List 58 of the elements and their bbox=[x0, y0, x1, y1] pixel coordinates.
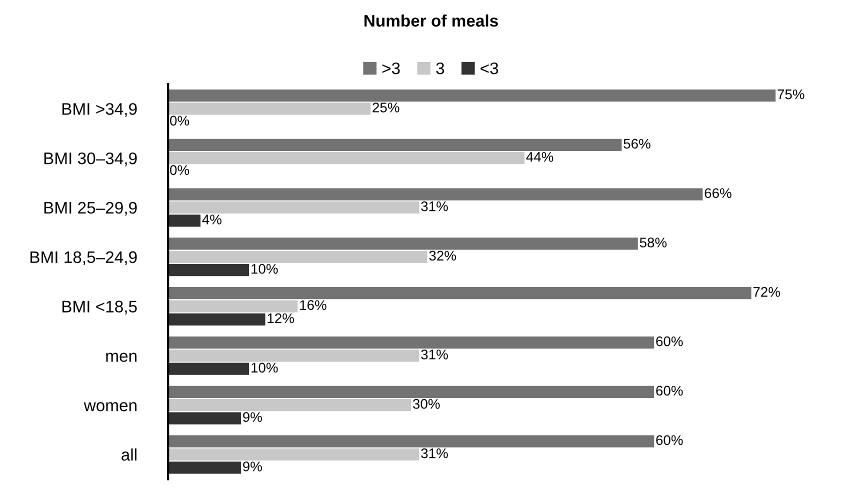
legend-label: >3 bbox=[382, 62, 400, 74]
data-label: 32% bbox=[429, 250, 456, 261]
bar bbox=[168, 350, 420, 362]
bar bbox=[168, 138, 622, 151]
data-label: 75% bbox=[778, 89, 804, 100]
chart-title: Number of meals bbox=[364, 14, 498, 27]
bar bbox=[168, 399, 412, 412]
data-label: 72% bbox=[753, 287, 780, 297]
legend-label: <3 bbox=[480, 62, 498, 74]
y-tick-label: BMI 30–34,9 bbox=[44, 152, 137, 166]
bar bbox=[168, 448, 420, 461]
bar bbox=[168, 152, 524, 164]
bar bbox=[168, 238, 638, 250]
data-label: 60% bbox=[656, 336, 683, 346]
bar bbox=[168, 250, 428, 263]
data-label: 16% bbox=[300, 300, 326, 310]
y-tick-label: women bbox=[84, 402, 136, 412]
data-label: 9% bbox=[243, 412, 262, 422]
bar bbox=[168, 188, 703, 200]
bar bbox=[168, 313, 266, 326]
y-tick-label: BMI >34,9 bbox=[62, 103, 137, 117]
data-label: 4% bbox=[202, 214, 222, 224]
data-label: 9% bbox=[243, 462, 262, 472]
data-label: 25% bbox=[372, 102, 400, 112]
data-label: 58% bbox=[640, 238, 667, 248]
data-label: 10% bbox=[252, 362, 278, 373]
bar bbox=[168, 214, 200, 227]
data-label: 31% bbox=[421, 201, 448, 212]
data-label: 66% bbox=[704, 188, 732, 198]
bar bbox=[168, 362, 250, 375]
y-tick-label: BMI <18,5 bbox=[62, 300, 137, 314]
bar bbox=[168, 462, 241, 474]
bar bbox=[168, 264, 250, 276]
data-label: 60% bbox=[656, 435, 683, 446]
bar bbox=[168, 102, 371, 115]
data-label: 10% bbox=[252, 264, 278, 274]
data-label: 56% bbox=[624, 138, 650, 149]
bar bbox=[168, 201, 420, 214]
bar bbox=[168, 412, 241, 424]
bar bbox=[168, 336, 654, 349]
data-label: 30% bbox=[413, 398, 440, 409]
data-label: 0% bbox=[170, 116, 190, 126]
y-tick-label: men bbox=[106, 352, 136, 362]
data-label: 44% bbox=[526, 152, 554, 162]
data-label: 12% bbox=[268, 313, 294, 324]
y-tick-label: all bbox=[122, 448, 136, 461]
bar bbox=[168, 435, 654, 448]
bar bbox=[168, 287, 752, 300]
y-tick-label: BMI 25–29,9 bbox=[44, 202, 137, 216]
data-label: 31% bbox=[421, 350, 448, 360]
y-tick-label: BMI 18,5–24,9 bbox=[30, 251, 137, 266]
bar bbox=[168, 300, 298, 312]
bar bbox=[168, 89, 776, 102]
data-label: 0% bbox=[170, 165, 190, 175]
data-label: 31% bbox=[421, 448, 448, 458]
data-label: 60% bbox=[656, 386, 683, 396]
legend-label: 3 bbox=[436, 62, 444, 74]
bar bbox=[168, 386, 654, 398]
